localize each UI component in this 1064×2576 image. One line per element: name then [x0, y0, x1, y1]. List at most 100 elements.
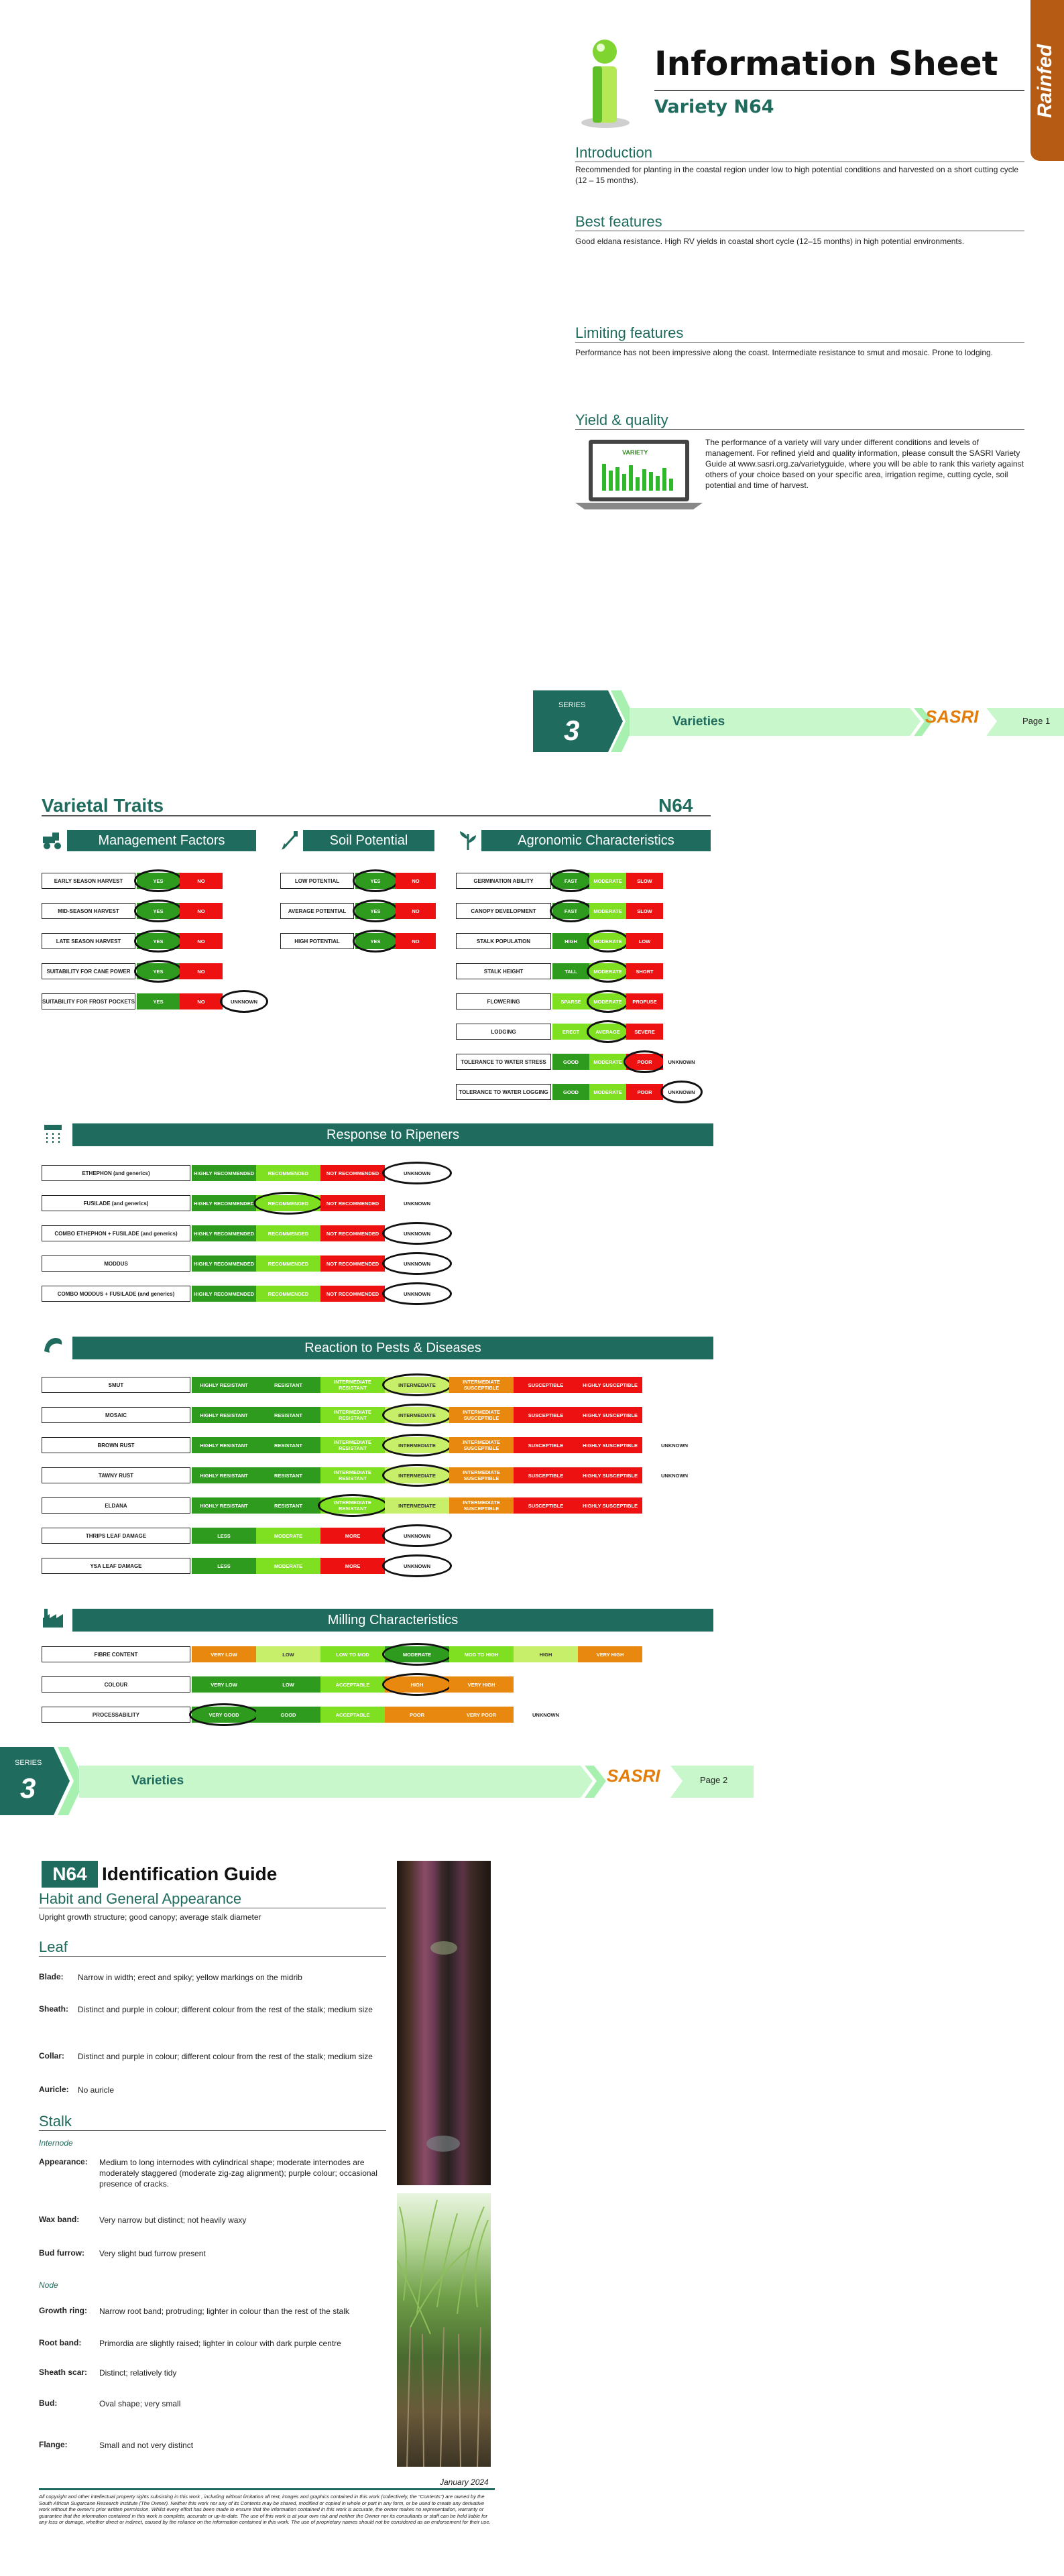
- pests-option: HIGHLY SUSCEPTIBLE: [578, 1467, 642, 1483]
- info-icon: [575, 37, 636, 131]
- pests-option: HIGHLY RESISTANT: [192, 1377, 256, 1393]
- ripeners-option: HIGHLY RECOMMENDED: [192, 1225, 256, 1241]
- yield-heading: Yield & quality: [575, 412, 1024, 430]
- ripeners-option: NOT RECOMMENDED: [320, 1286, 385, 1302]
- guide-title: Identification Guide: [102, 1863, 278, 1884]
- ripeners-option: RECOMMENDED: [256, 1165, 320, 1181]
- leaf-key: Blade:: [39, 1972, 64, 1981]
- laptop-icon: VARIETY: [575, 437, 703, 511]
- ripeners-option: NOT RECOMMENDED: [320, 1195, 385, 1211]
- ripeners-band: Response to Ripeners: [72, 1123, 713, 1146]
- mgmt-row-label: EARLY SEASON HARVEST: [42, 873, 135, 889]
- pests-option: INTERMEDIATE RESISTANT: [320, 1467, 385, 1483]
- agro-option: HIGH: [552, 933, 589, 949]
- milling-row-label: FIBRE CONTENT: [42, 1646, 190, 1662]
- ripeners-option: HIGHLY RECOMMENDED: [192, 1255, 256, 1272]
- milling-option: VERY LOW: [192, 1676, 256, 1693]
- mgmt-row-label: SUITABILITY FOR CANE POWER: [42, 963, 135, 979]
- stalk-value: Very narrow but distinct; not heavily wa…: [99, 2215, 247, 2225]
- pests-option: HIGHLY RESISTANT: [192, 1467, 256, 1483]
- stalk-key: Root band:: [39, 2338, 82, 2347]
- agro-option: GOOD: [552, 1084, 589, 1100]
- stalk-value: Very slight bud furrow present: [99, 2249, 206, 2258]
- ripeners-option: HIGHLY RECOMMENDED: [192, 1286, 256, 1302]
- ripeners-option: UNKNOWN: [385, 1255, 449, 1272]
- pests-option: UNKNOWN: [385, 1528, 449, 1544]
- milling-option: HIGH: [385, 1676, 449, 1693]
- milling-option: GOOD: [256, 1707, 320, 1723]
- stalk-key: Wax band:: [39, 2215, 80, 2224]
- ripeners-option: NOT RECOMMENDED: [320, 1255, 385, 1272]
- footer-2-label: Varieties: [131, 1774, 184, 1788]
- mgmt-option: NO: [180, 873, 223, 889]
- footer-1-number: 3: [564, 715, 580, 746]
- leaf-key: Collar:: [39, 2051, 65, 2061]
- pests-row-label: SMUT: [42, 1377, 190, 1393]
- stalk-key: Growth ring:: [39, 2306, 87, 2315]
- pests-band: Reaction to Pests & Diseases: [72, 1337, 713, 1359]
- best-heading: Best features: [575, 213, 1024, 231]
- agro-option: SHORT: [626, 963, 663, 979]
- leaf-value: Distinct and purple in colour; different…: [78, 2005, 373, 2014]
- stalk-value: Medium to long internodes with cylindric…: [99, 2158, 377, 2189]
- footer-1-page: Page 1: [1022, 716, 1051, 726]
- pests-row-label: TAWNY RUST: [42, 1467, 190, 1483]
- soil-band: Soil Potential: [303, 830, 434, 851]
- shovel-icon: [280, 830, 300, 851]
- soil-row-label: LOW POTENTIAL: [280, 873, 354, 889]
- milling-option: MOD TO HIGH: [449, 1646, 514, 1662]
- milling-option: POOR: [385, 1707, 449, 1723]
- agro-option: SPARSE: [552, 993, 589, 1009]
- ripeners-option: HIGHLY RECOMMENDED: [192, 1165, 256, 1181]
- sprayer-icon: [42, 1123, 64, 1146]
- milling-option: MODERATE: [385, 1646, 449, 1662]
- stalk-key: Sheath scar:: [39, 2368, 88, 2377]
- ripeners-row-label: ETHEPHON (and generics): [42, 1165, 190, 1181]
- footer-1-label: Varieties: [672, 715, 725, 729]
- pests-option: INTERMEDIATE SUSCEPTIBLE: [449, 1407, 514, 1423]
- pests-row-label: MOSAIC: [42, 1407, 190, 1423]
- mgmt-row-label: LATE SEASON HARVEST: [42, 933, 135, 949]
- pests-option: LESS: [192, 1528, 256, 1544]
- agro-option: MODERATE: [589, 963, 626, 979]
- agro-option: SEVERE: [626, 1024, 663, 1040]
- ripeners-option: UNKNOWN: [385, 1165, 449, 1181]
- pests-option: INTERMEDIATE RESISTANT: [320, 1497, 385, 1514]
- agro-option: UNKNOWN: [663, 1054, 700, 1070]
- agro-option: UNKNOWN: [663, 1084, 700, 1100]
- pests-option: INTERMEDIATE RESISTANT: [320, 1407, 385, 1423]
- agro-band: Agronomic Characteristics: [481, 830, 711, 851]
- agro-option: MODERATE: [589, 1054, 626, 1070]
- pests-option: SUSCEPTIBLE: [514, 1497, 578, 1514]
- ripeners-option: UNKNOWN: [385, 1195, 449, 1211]
- agro-option: TALL: [552, 963, 589, 979]
- pests-option: HIGHLY SUSCEPTIBLE: [578, 1377, 642, 1393]
- milling-band: Milling Characteristics: [72, 1609, 713, 1632]
- pests-option: INTERMEDIATE: [385, 1437, 449, 1453]
- pests-option: INTERMEDIATE: [385, 1407, 449, 1423]
- footer-2-logo: SASRI: [607, 1766, 660, 1786]
- milling-option: VERY HIGH: [449, 1676, 514, 1693]
- soil-option: NO: [396, 933, 436, 949]
- agro-row-label: CANOPY DEVELOPMENT: [456, 903, 551, 919]
- pests-option: UNKNOWN: [385, 1558, 449, 1574]
- ripeners-row-label: FUSILADE (and generics): [42, 1195, 190, 1211]
- mgmt-option: NO: [180, 903, 223, 919]
- internode-label: Internode: [39, 2138, 73, 2148]
- pests-option: INTERMEDIATE SUSCEPTIBLE: [449, 1497, 514, 1514]
- pests-option: MODERATE: [256, 1558, 320, 1574]
- pests-option: SUSCEPTIBLE: [514, 1437, 578, 1453]
- mgmt-option: YES: [137, 903, 180, 919]
- soil-option: YES: [355, 933, 396, 949]
- agro-row-label: TOLERANCE TO WATER STRESS: [456, 1054, 551, 1070]
- ripeners-option: UNKNOWN: [385, 1225, 449, 1241]
- ripeners-option: HIGHLY RECOMMENDED: [192, 1195, 256, 1211]
- agro-option: FAST: [552, 873, 589, 889]
- leaf-key: Sheath:: [39, 2004, 69, 2014]
- agro-option: POOR: [626, 1054, 663, 1070]
- agro-option: MODERATE: [589, 873, 626, 889]
- pests-option: INTERMEDIATE SUSCEPTIBLE: [449, 1377, 514, 1393]
- guide-code: N64: [42, 1861, 98, 1888]
- pests-option: HIGHLY SUSCEPTIBLE: [578, 1497, 642, 1514]
